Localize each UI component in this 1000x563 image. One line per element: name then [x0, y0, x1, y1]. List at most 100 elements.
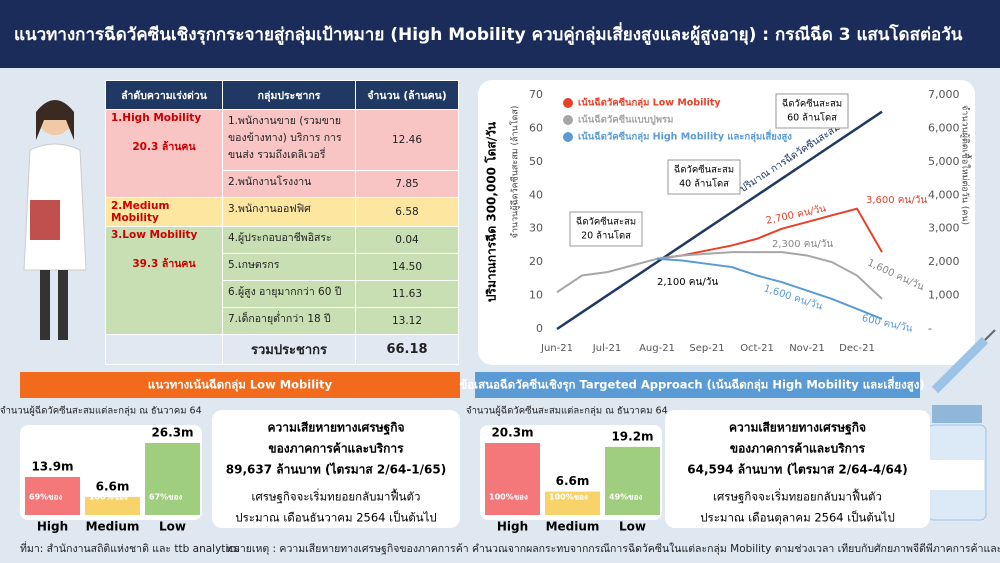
value-label: 26.3m	[151, 426, 193, 440]
econ-text: เศรษฐกิจจะเริ่มทยอยกลับมาฟื้นตัว	[252, 489, 421, 504]
population: 1.พนักงานขาย (รวมขายของข้างทาง) บริการ ก…	[222, 109, 356, 171]
x-tick-label: Jul-21	[592, 343, 621, 354]
callout-text: 60 ล้านโดส	[787, 112, 837, 124]
vaccine-vial	[927, 405, 987, 521]
y-tick-label: 50	[529, 155, 543, 168]
value-label: 20.3m	[491, 426, 533, 440]
x-tick-label: Sep-21	[689, 343, 724, 354]
bar-chart-title: จำนวนผู้ฉีดวัคซีนสะสมแต่ละกลุ่ม ณ ธันวาค…	[0, 405, 202, 417]
legend-label: เน้นฉีดวัคซีนกลุ่ม High Mobility และกลุ่…	[578, 129, 792, 144]
x-tick-label: Nov-21	[789, 343, 825, 354]
amount: 14.50	[355, 253, 459, 281]
row: 1.High Mobility 20.3 ล้านคน 1.พนักงานขาย (…	[105, 109, 459, 198]
bar-note: 49%ของ	[609, 493, 642, 502]
header-cell: จำนวน (ล้านคน)	[355, 80, 459, 110]
population: 2.พนักงานโรงงาน	[222, 170, 356, 198]
banner	[20, 372, 460, 398]
x-tick-label: Low	[159, 520, 186, 534]
bar-note: 100%ของ	[549, 493, 588, 502]
econ-text: ประมาณ เดือนตุลาคม 2564 เป็นต้นไป	[700, 510, 895, 525]
annotation: 2,100 คน/วัน	[657, 277, 718, 288]
bar	[85, 496, 140, 515]
y2-tick-label: 5,000	[928, 155, 960, 168]
x-tick-label: Oct-21	[740, 343, 774, 354]
y-tick-label: 40	[529, 188, 543, 201]
y-tick-label: 0	[536, 322, 543, 335]
value-label: 13.9m	[31, 459, 73, 473]
note: หมายเหตุ : ความเสียหายทางเศรษฐกิจของภาคก…	[226, 542, 1000, 555]
x-tick-label: High	[497, 520, 528, 534]
annotation: 2,300 คน/วัน	[772, 239, 833, 250]
title-bar	[0, 0, 1000, 68]
x-tick-label: Medium	[546, 520, 600, 534]
y-tick-label: 30	[529, 222, 543, 235]
banner-text: แนวทางเน้นฉีดกลุ่ม Low Mobility	[148, 378, 333, 393]
callout-box	[775, 93, 849, 129]
header-cell: ลำดับความเร่งด่วน	[105, 80, 223, 110]
banner	[475, 372, 920, 398]
line	[656, 207, 883, 260]
value-label: 6.6m	[96, 479, 130, 493]
callout-text: ฉีดวัคซีนสะสม	[782, 98, 842, 110]
econ-box	[665, 410, 930, 528]
y-tick-label: 60	[529, 121, 543, 134]
callout-text: ฉีดวัคซีนสะสม	[674, 164, 734, 176]
y2-tick-label: 2,000	[928, 255, 960, 268]
y2-tick-label: 7,000	[928, 88, 960, 101]
value-label: 6.6m	[556, 474, 590, 488]
y2-axis-label: จำนวนผู้ติดเชื้อใหม่ต่อวัน (คน)	[960, 105, 973, 225]
source: ที่มา: สำนักงานสถิติแห่งชาติ และ ttb ana…	[20, 541, 240, 555]
line	[656, 257, 883, 320]
x-tick-label: High	[37, 520, 68, 534]
y2-tick-label: -	[928, 322, 932, 335]
bar	[545, 491, 600, 515]
bar-note: 67%ของ	[149, 493, 182, 502]
total-value: 66.18	[355, 334, 459, 365]
bar	[25, 476, 80, 515]
legend-label: เน้นฉีดวัคซีนกลุ่ม Low Mobility	[578, 97, 721, 109]
y-tick-label: 20	[529, 255, 543, 268]
y-tick-label: 70	[529, 88, 543, 101]
callout-text: ฉีดวัคซีนสะสม	[576, 216, 636, 228]
amount: 6.58	[355, 197, 459, 227]
x-tick-label: Jun-21	[540, 343, 573, 354]
banner-text: ข้อเสนอฉีดวัคซีนเชิงรุก Targeted Approac…	[459, 376, 924, 393]
row: 3.Low Mobility 39.3 ล้านคน 4.ผู้ประกอบอาชี…	[105, 226, 459, 335]
y-axis-label: จำนวนผู้ฉีดวัคซีนสะสม (ล้านโดส)	[510, 106, 521, 239]
x-tick-label: Medium	[86, 520, 140, 534]
econ-text: ประมาณ เดือนธันวาคม 2564 เป็นต้นไป	[235, 510, 436, 525]
callout-text: 40 ล้านโดส	[679, 178, 729, 190]
group-total: 20.3 ล้านคน	[132, 141, 196, 153]
population: 4.ผู้ประกอบอาชีพอิสระ	[222, 226, 356, 254]
y-tick-label: 10	[529, 289, 543, 302]
econ-text: ของภาคการค้าและบริการ	[268, 442, 404, 456]
bar-chart-title: จำนวนผู้ฉีดวัคซีนสะสมแต่ละกลุ่ม ณ ธันวาค…	[466, 405, 668, 417]
group-label: 2.Medium Mobility	[111, 200, 170, 224]
y-axis-label: ปริมาณการฉีด 300,000 โดส/วัน	[484, 121, 499, 302]
x-tick-label: Low	[619, 520, 646, 534]
amount: 13.12	[355, 307, 459, 335]
legend-marker	[563, 98, 573, 108]
legend-marker	[563, 115, 573, 125]
group-total: 39.3 ล้านคน	[132, 258, 196, 270]
econ-text: 64,594 ล้านบาท (ไตรมาส 2/64-4/64)	[687, 462, 907, 477]
callout-box	[569, 211, 643, 247]
chart-panel	[478, 80, 975, 365]
bar-note: 69%ของ	[29, 493, 62, 502]
econ-box	[212, 410, 460, 528]
total-label: รวมประชากร	[222, 334, 356, 365]
empty-cell	[105, 334, 223, 365]
header-cell: กลุ่มประชากร	[222, 80, 356, 110]
legend-marker	[563, 132, 573, 142]
population: 6.ผู้สูง อายุมากกว่า 60 ปี	[222, 280, 356, 308]
amount: 11.63	[355, 280, 459, 308]
x-tick-label: Aug-21	[639, 343, 675, 354]
title: แนวทางการฉีดวัคซีนเชิงรุกกระจายสู่กลุ่มเ…	[14, 22, 963, 46]
y2-tick-label: 1,000	[928, 289, 960, 302]
x-tick-label: Dec-21	[839, 343, 875, 354]
amount: 0.04	[355, 226, 459, 254]
econ-text: ของภาคการค้าและบริการ	[730, 442, 866, 456]
econ-text: ความเสียหายทางเศรษฐกิจ	[729, 421, 866, 436]
